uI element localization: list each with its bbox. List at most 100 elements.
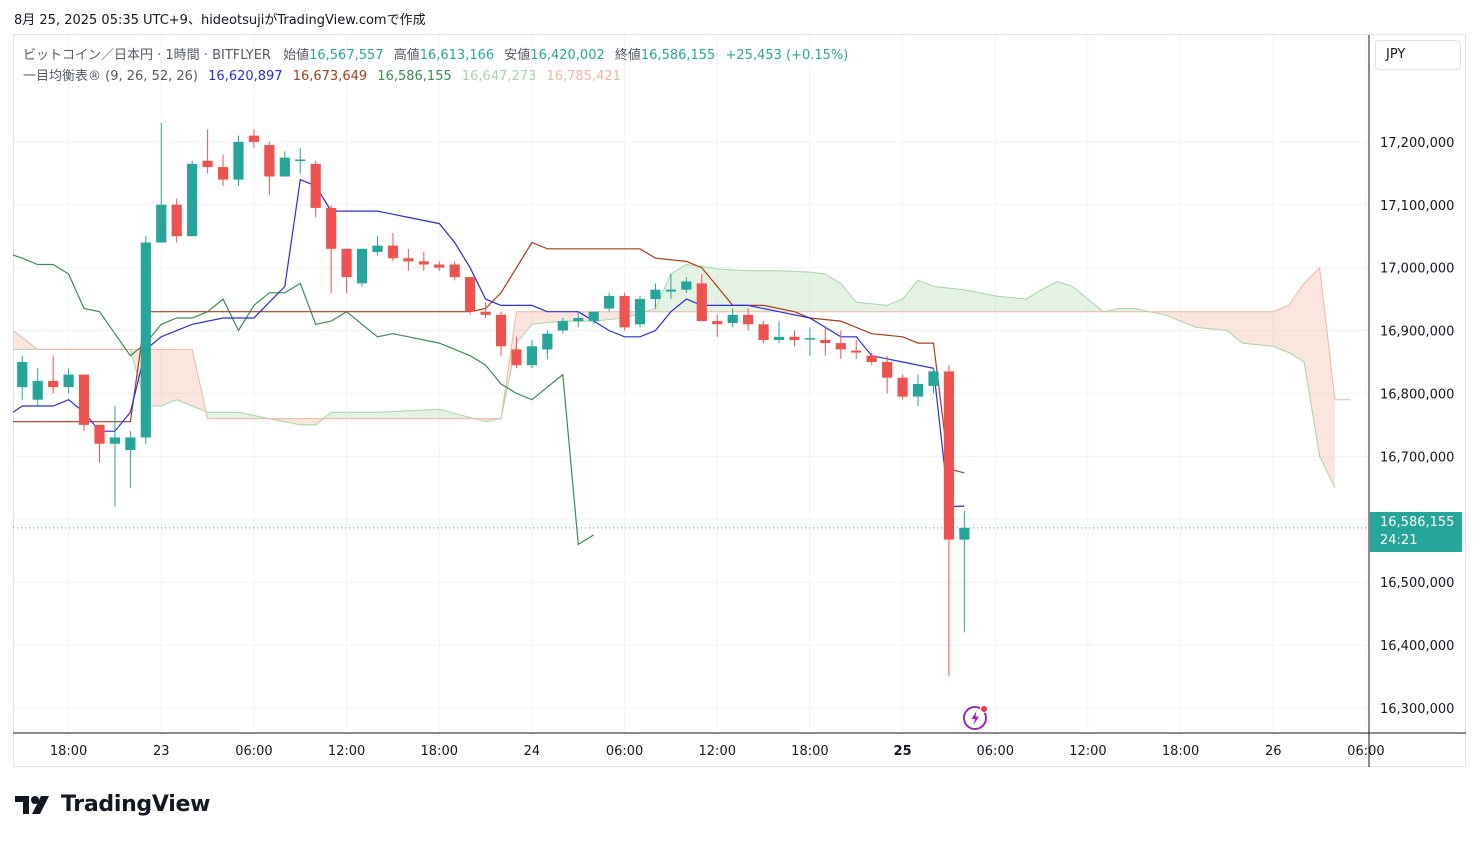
candle-body: [943, 371, 955, 540]
candle-body: [449, 264, 460, 278]
candle-body: [387, 245, 399, 259]
kijun-line: [13, 241, 965, 474]
legend-close-value: 16,586,155: [640, 48, 716, 63]
cloud-bullish: [323, 409, 475, 419]
candle-body: [202, 160, 213, 168]
indicator-value-span-b: 16,785,421: [546, 69, 621, 84]
cloud-bullish: [646, 264, 1152, 312]
candle-body: [511, 349, 522, 366]
candle-body: [804, 338, 816, 340]
x-tick-label: 06:00: [235, 744, 272, 759]
last-price-value: 16,586,155: [1380, 515, 1455, 530]
candle-body: [681, 281, 692, 290]
candle-body: [78, 374, 90, 425]
candle-body: [928, 371, 939, 386]
candle-body: [94, 424, 105, 444]
candle-body: [912, 384, 924, 397]
y-tick-label: 17,000,000: [1380, 262, 1454, 277]
x-tick-label: 18:00: [50, 744, 87, 759]
candle-body: [171, 204, 182, 237]
cloud-bearish: [270, 418, 324, 425]
candle-body: [48, 380, 59, 388]
candle-body: [63, 374, 74, 388]
candle-body: [665, 289, 677, 292]
flash-alert-icon[interactable]: [962, 703, 990, 731]
last-price-tag: 16,586,155 24:21: [1370, 512, 1462, 552]
candles: [17, 123, 970, 677]
legend-high-label: 高値: [393, 48, 420, 63]
candle-body: [295, 159, 306, 162]
grid: [13, 35, 1369, 733]
candle-body: [341, 248, 352, 278]
candle-body: [217, 167, 229, 180]
ichimoku-lines: [12, 178, 1369, 546]
candle-body: [650, 289, 661, 300]
candle-body: [248, 135, 260, 142]
chikou-line: [12, 254, 595, 546]
axes: 17,200,000 17,100,000 17,000,000 16,900,000…: [13, 35, 1466, 767]
candle-body: [959, 527, 970, 540]
span-a-line: [13, 263, 1336, 489]
y-tick-label: 16,400,000: [1380, 639, 1454, 654]
candle-body: [32, 380, 43, 400]
candle-body: [403, 258, 414, 262]
indicator-value-span-a: 16,647,273: [461, 69, 537, 84]
candle-body: [465, 277, 476, 312]
candle-body: [17, 361, 28, 388]
x-tick-label: 26: [1265, 744, 1282, 759]
indicator-name[interactable]: 一目均衡表®: [23, 69, 102, 84]
y-tick-label: 16,800,000: [1380, 387, 1454, 402]
candle-body: [820, 339, 831, 344]
legend-open-label: 始値: [283, 48, 310, 63]
candle-body: [356, 248, 368, 284]
y-tick-label: 17,200,000: [1380, 136, 1454, 151]
candle-body: [233, 141, 244, 180]
candle-body: [125, 437, 136, 451]
candle-body: [619, 295, 630, 328]
x-tick-label: 18:00: [421, 744, 458, 759]
candle-body: [495, 314, 507, 347]
candle-body: [326, 207, 337, 249]
brand-name: TradingView: [61, 792, 211, 817]
candle-body: [418, 261, 429, 265]
candle-body: [789, 336, 800, 340]
x-tick-label: 23: [153, 744, 170, 759]
ichimoku-cloud: [13, 264, 1335, 488]
x-tick-label: 12:00: [328, 744, 365, 759]
indicator-value-chikou: 16,586,155: [377, 69, 452, 84]
candle-body: [542, 333, 553, 350]
candle-body: [897, 377, 908, 397]
cloud-bearish: [474, 311, 647, 422]
candle-body: [835, 343, 846, 350]
legend-low-value: 16,420,002: [530, 48, 605, 63]
y-tick-label: 16,700,000: [1380, 450, 1454, 465]
x-tick-label: 06:00: [606, 744, 643, 759]
candle-body: [264, 145, 275, 177]
candle-body: [557, 321, 568, 331]
candle-body: [882, 361, 893, 378]
candle-body: [743, 314, 754, 325]
candle-body: [279, 157, 290, 177]
tradingview-logo-icon: [15, 795, 49, 814]
x-tick-label: 06:00: [1347, 744, 1384, 759]
x-tick-label: 25: [894, 744, 912, 759]
y-tick-label: 16,900,000: [1380, 325, 1454, 340]
legend-symbol[interactable]: ビットコイン／日本円 · 1時間 · BITFLYER: [23, 48, 271, 63]
y-tick-label: 16,500,000: [1380, 576, 1454, 591]
x-tick-label: 12:00: [1069, 744, 1106, 759]
indicator-value-kijun: 16,673,649: [292, 69, 368, 84]
candle-body: [604, 295, 615, 309]
candle-body: [588, 311, 599, 322]
candle-body: [372, 245, 383, 252]
indicator-value-tenkan: 16,620,897: [208, 69, 283, 84]
candle-body: [526, 346, 538, 366]
brand[interactable]: TradingView: [15, 792, 210, 817]
legend-change: +25,453 (+0.15%): [725, 48, 849, 63]
bar-countdown: 24:21: [1380, 533, 1418, 548]
candle-body: [140, 242, 151, 438]
currency-selector[interactable]: JPY: [1375, 40, 1461, 70]
candle-body: [156, 204, 167, 243]
tenkan-line: [12, 178, 965, 508]
legend: ビットコイン／日本円 · 1時間 · BITFLYER 始値16,567,557…: [23, 45, 848, 87]
